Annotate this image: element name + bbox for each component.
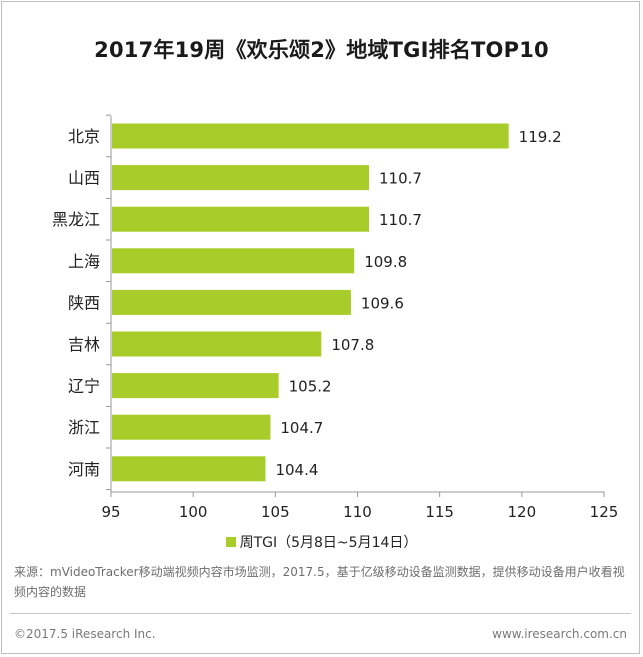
- category-label: 浙江: [68, 418, 100, 437]
- website-text: www.iresearch.com.cn: [492, 627, 627, 641]
- data-label: 119.2: [519, 128, 562, 146]
- chart-title: 2017年19周《欢乐颂2》地域TGI排名TOP10: [94, 38, 549, 62]
- data-label: 110.7: [379, 211, 422, 229]
- category-label: 辽宁: [68, 377, 100, 396]
- legend-label: 周TGI（5月8日~5月14日）: [239, 535, 418, 551]
- bar-chart: 95 100 105 110 115 120 125 北京 119.2 山西 110.7 黑龙江 110…: [52, 114, 619, 521]
- data-label: 109.6: [361, 294, 404, 312]
- category-label: 上海: [68, 252, 100, 271]
- bar: [112, 373, 279, 399]
- category-label: 河南: [68, 460, 100, 479]
- category-label: 北京: [68, 127, 100, 146]
- legend: 周TGI（5月8日~5月14日）: [0, 532, 643, 552]
- category-label: 陕西: [68, 293, 100, 312]
- bar: [112, 289, 351, 315]
- bar: [112, 331, 322, 357]
- copyright-text: ©2017.5 iResearch Inc.: [14, 627, 156, 641]
- bar: [112, 456, 266, 482]
- data-label: 104.7: [280, 419, 323, 437]
- bar: [112, 414, 271, 440]
- x-tick-label: 120: [508, 503, 537, 521]
- data-label: 104.4: [275, 461, 318, 479]
- category-label: 吉林: [68, 335, 100, 354]
- x-tick-label: 95: [101, 503, 120, 521]
- category-label: 山西: [68, 169, 100, 188]
- bar: [112, 206, 370, 232]
- source-note: 来源：mVideoTracker移动端视频内容市场监测，2017.5，基于亿级移…: [14, 565, 625, 599]
- data-label: 109.8: [364, 253, 407, 271]
- x-tick-label: 115: [425, 503, 454, 521]
- data-label: 110.7: [379, 170, 422, 188]
- bar: [112, 123, 509, 149]
- x-tick-label: 110: [343, 503, 372, 521]
- legend-swatch: [225, 537, 236, 547]
- bar: [112, 165, 370, 191]
- x-tick-label: 125: [590, 503, 619, 521]
- data-label: 105.2: [289, 378, 332, 396]
- footer-divider: [10, 613, 631, 614]
- category-label: 黑龙江: [52, 210, 100, 229]
- data-label: 107.8: [331, 336, 374, 354]
- x-tick-label: 105: [261, 503, 290, 521]
- bar: [112, 248, 355, 274]
- x-tick-label: 100: [179, 503, 208, 521]
